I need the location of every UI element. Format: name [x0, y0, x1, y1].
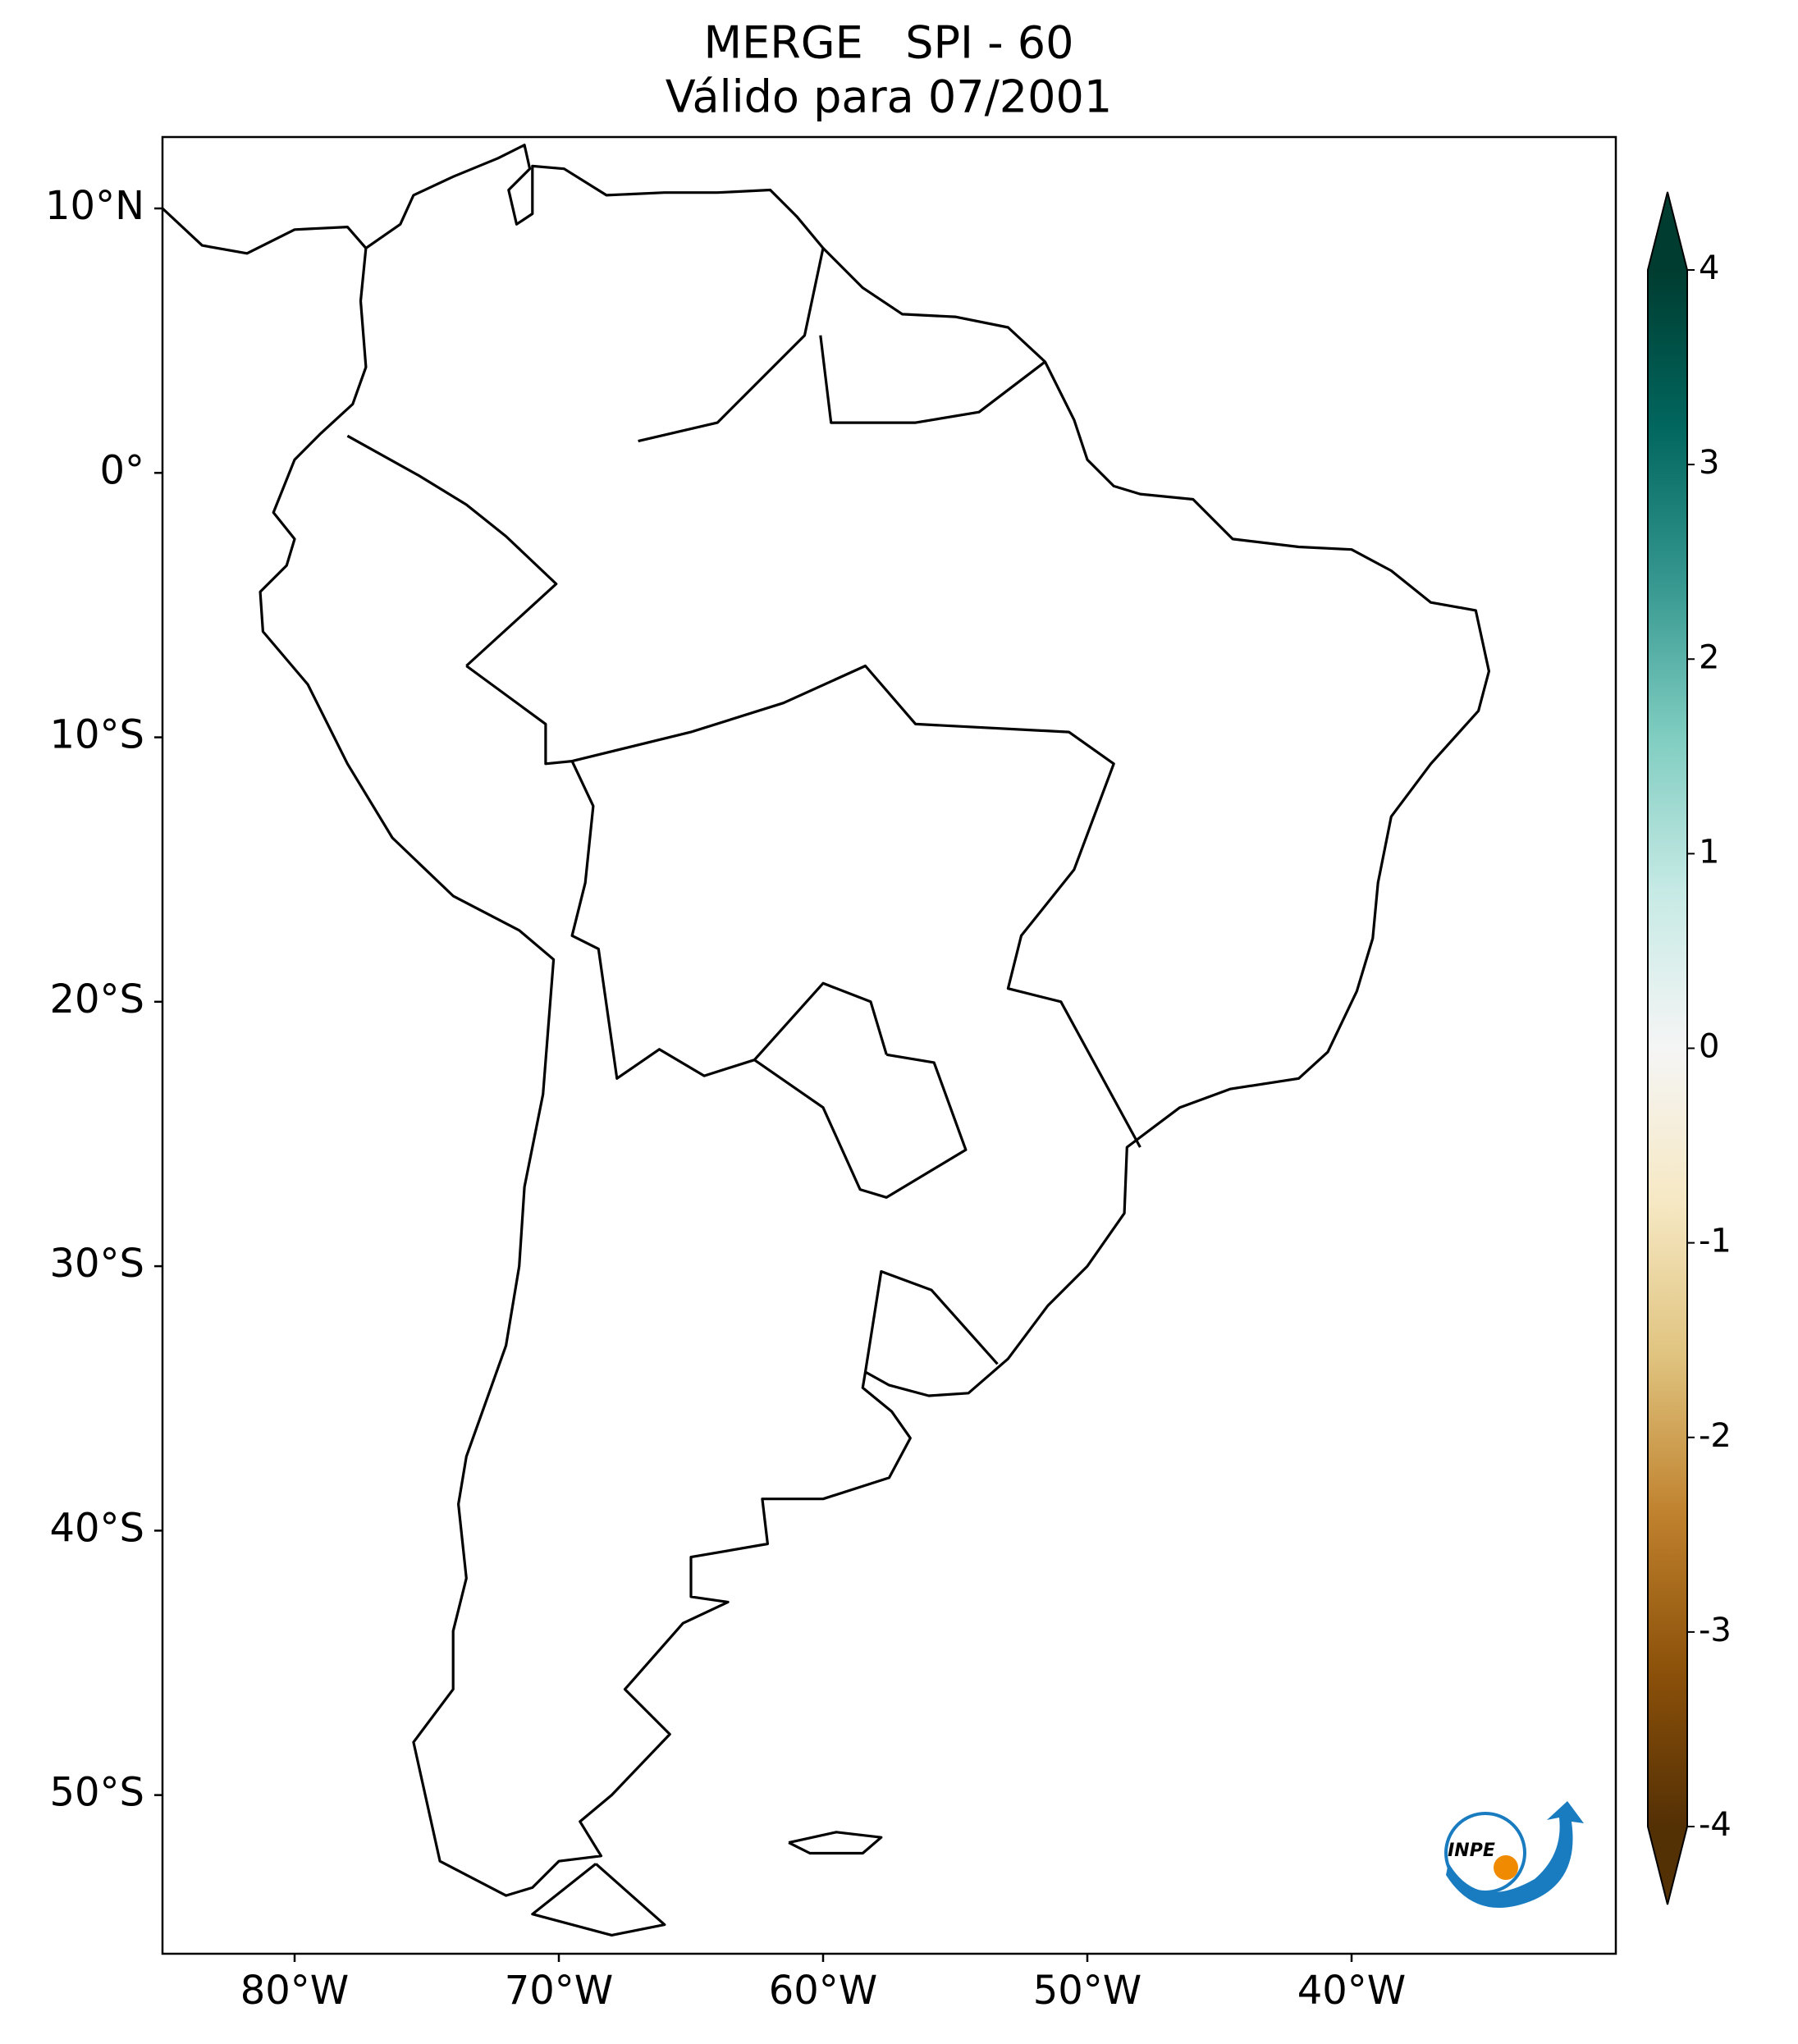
logo-text: INPE [1448, 1841, 1495, 1861]
map [161, 144, 1490, 1937]
y-tick-label: 40°S [49, 1505, 144, 1551]
colorbar-tick-label: 2 [1699, 638, 1719, 676]
logo: INPE [1444, 1801, 1584, 1908]
colorbar-body [1648, 270, 1687, 1827]
colorbar-tick-label: 4 [1699, 249, 1719, 287]
y-tick-label: 10°S [49, 712, 144, 758]
colorbar: -4 -3 -2 -1 0 1 2 3 4 [1647, 191, 1732, 1905]
coastline [465, 664, 1141, 1148]
x-tick-label: 50°W [1033, 1968, 1142, 2014]
logo-dot [1494, 1855, 1518, 1880]
colorbar-tick-label: 0 [1699, 1028, 1719, 1066]
coastline [788, 1831, 883, 1855]
map-frame [161, 135, 1617, 1955]
coastline [258, 144, 1490, 1897]
coastline [819, 335, 1046, 424]
colorbar-extend-bottom [1648, 1827, 1687, 1905]
colorbar-tick-label: 1 [1699, 833, 1719, 871]
coastline [753, 1053, 968, 1199]
colorbar-tick-label: -3 [1699, 1612, 1732, 1649]
coastline [570, 760, 888, 1080]
chart-subtitle: Válido para 07/2001 [666, 71, 1112, 123]
x-tick-label: 40°W [1297, 1968, 1407, 2014]
x-tick-label: 80°W [240, 1968, 350, 2014]
y-tick-label: 0° [99, 447, 144, 493]
x-tick-label: 70°W [505, 1968, 614, 2014]
y-tick-label: 10°N [45, 183, 144, 229]
colorbar-tick-label: -2 [1699, 1417, 1732, 1455]
x-tick-label: 60°W [769, 1968, 878, 2014]
coastline [346, 434, 558, 667]
coastline [161, 207, 368, 255]
y-tick-label: 20°S [49, 976, 144, 1022]
logo-arrow [1446, 1801, 1584, 1908]
colorbar-tick-label: -1 [1699, 1223, 1732, 1260]
colorbar-extend-top [1648, 192, 1687, 270]
y-tick-label: 30°S [49, 1241, 144, 1287]
coastline [531, 1863, 666, 1937]
colorbar-tick-label: -4 [1699, 1806, 1732, 1844]
chart-title: MERGE SPI - 60 [704, 17, 1074, 69]
colorbar-tick-label: 3 [1699, 444, 1719, 482]
coastline [638, 248, 825, 443]
coastline [863, 1269, 999, 1373]
y-tick-label: 50°S [49, 1770, 144, 1816]
